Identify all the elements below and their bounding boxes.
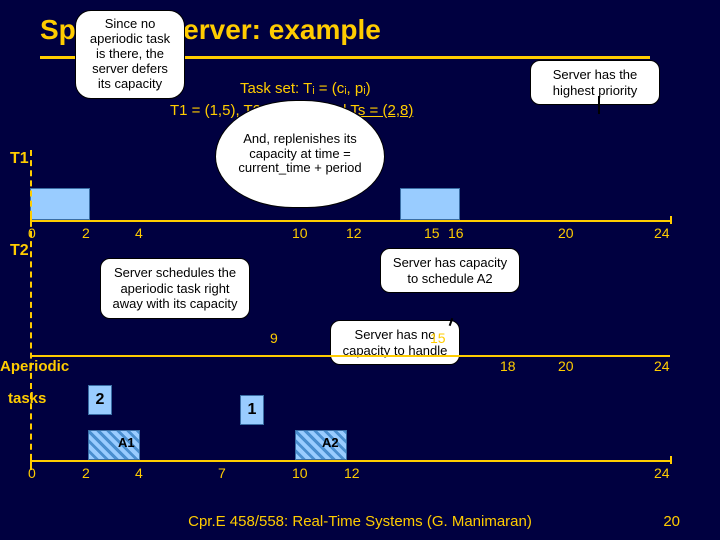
t1-tick: 10 bbox=[292, 225, 308, 241]
row-label-tasks: tasks bbox=[8, 390, 46, 407]
callout-since-no: Since no aperiodic task is there, the se… bbox=[75, 10, 185, 99]
t1-tick: 4 bbox=[135, 225, 143, 241]
t1-tick: 24 bbox=[654, 225, 670, 241]
t2-tick: 15 bbox=[430, 330, 446, 346]
callout-server-schedules: Server schedules the aperiodic task righ… bbox=[100, 258, 250, 319]
t1-bar bbox=[400, 188, 460, 220]
cloud-text: And, replenishes its capacity at time = … bbox=[228, 132, 372, 177]
callout-highest-priority: Server has the highest priority bbox=[530, 60, 660, 105]
ap-tick: 24 bbox=[654, 465, 670, 481]
t1-tick: 2 bbox=[82, 225, 90, 241]
callout-text: Server schedules the aperiodic task righ… bbox=[113, 265, 238, 311]
ap-axis bbox=[30, 460, 670, 462]
arrow-line bbox=[598, 96, 600, 114]
ap-tick: 10 bbox=[292, 465, 308, 481]
taskset-line: Task set: Tᵢ = (cᵢ, pᵢ) bbox=[240, 80, 371, 97]
a2-dur: 1 bbox=[248, 401, 257, 419]
vtick bbox=[670, 456, 672, 464]
ap-tick: 2 bbox=[82, 465, 90, 481]
t2-tick: 18 bbox=[500, 358, 516, 374]
callout-text: Since no aperiodic task is there, the se… bbox=[90, 16, 170, 91]
t2-tick: 24 bbox=[654, 358, 670, 374]
a1-dur: 2 bbox=[96, 391, 105, 409]
row-label-aperiodic: Aperiodic bbox=[0, 358, 69, 375]
a2-label: A2 bbox=[322, 435, 339, 450]
t1-tick: 15 bbox=[424, 225, 440, 241]
vtick bbox=[670, 216, 672, 224]
callout-text: Server has capacity to schedule A2 bbox=[393, 255, 507, 286]
row-label-t2: T2 bbox=[10, 242, 29, 260]
t1-bar bbox=[30, 188, 90, 220]
dashed-guide bbox=[30, 150, 32, 470]
a2-scheduled bbox=[295, 430, 347, 460]
t2-axis bbox=[30, 355, 670, 357]
footer: Cpr.E 458/558: Real-Time Systems (G. Man… bbox=[0, 513, 720, 530]
t2-tick: 9 bbox=[270, 330, 278, 346]
a2-duration-box: 1 bbox=[240, 395, 264, 425]
t1-tick: 20 bbox=[558, 225, 574, 241]
callout-capacity-a2: Server has capacity to schedule A2 bbox=[380, 248, 520, 293]
t1-tick: 16 bbox=[448, 225, 464, 241]
ap-tick: 4 bbox=[135, 465, 143, 481]
a1-label: A1 bbox=[118, 435, 135, 450]
callout-text: Server has the highest priority bbox=[553, 67, 638, 98]
t1-tick: 12 bbox=[346, 225, 362, 241]
cloud-replenish: And, replenishes its capacity at time = … bbox=[215, 100, 385, 208]
ap-tick: 12 bbox=[344, 465, 360, 481]
t2-tick: 20 bbox=[558, 358, 574, 374]
page-number: 20 bbox=[663, 513, 680, 530]
a1-duration-box: 2 bbox=[88, 385, 112, 415]
ap-tick: 7 bbox=[218, 465, 226, 481]
row-label-t1: T1 bbox=[10, 150, 29, 168]
t1-axis bbox=[30, 220, 670, 222]
